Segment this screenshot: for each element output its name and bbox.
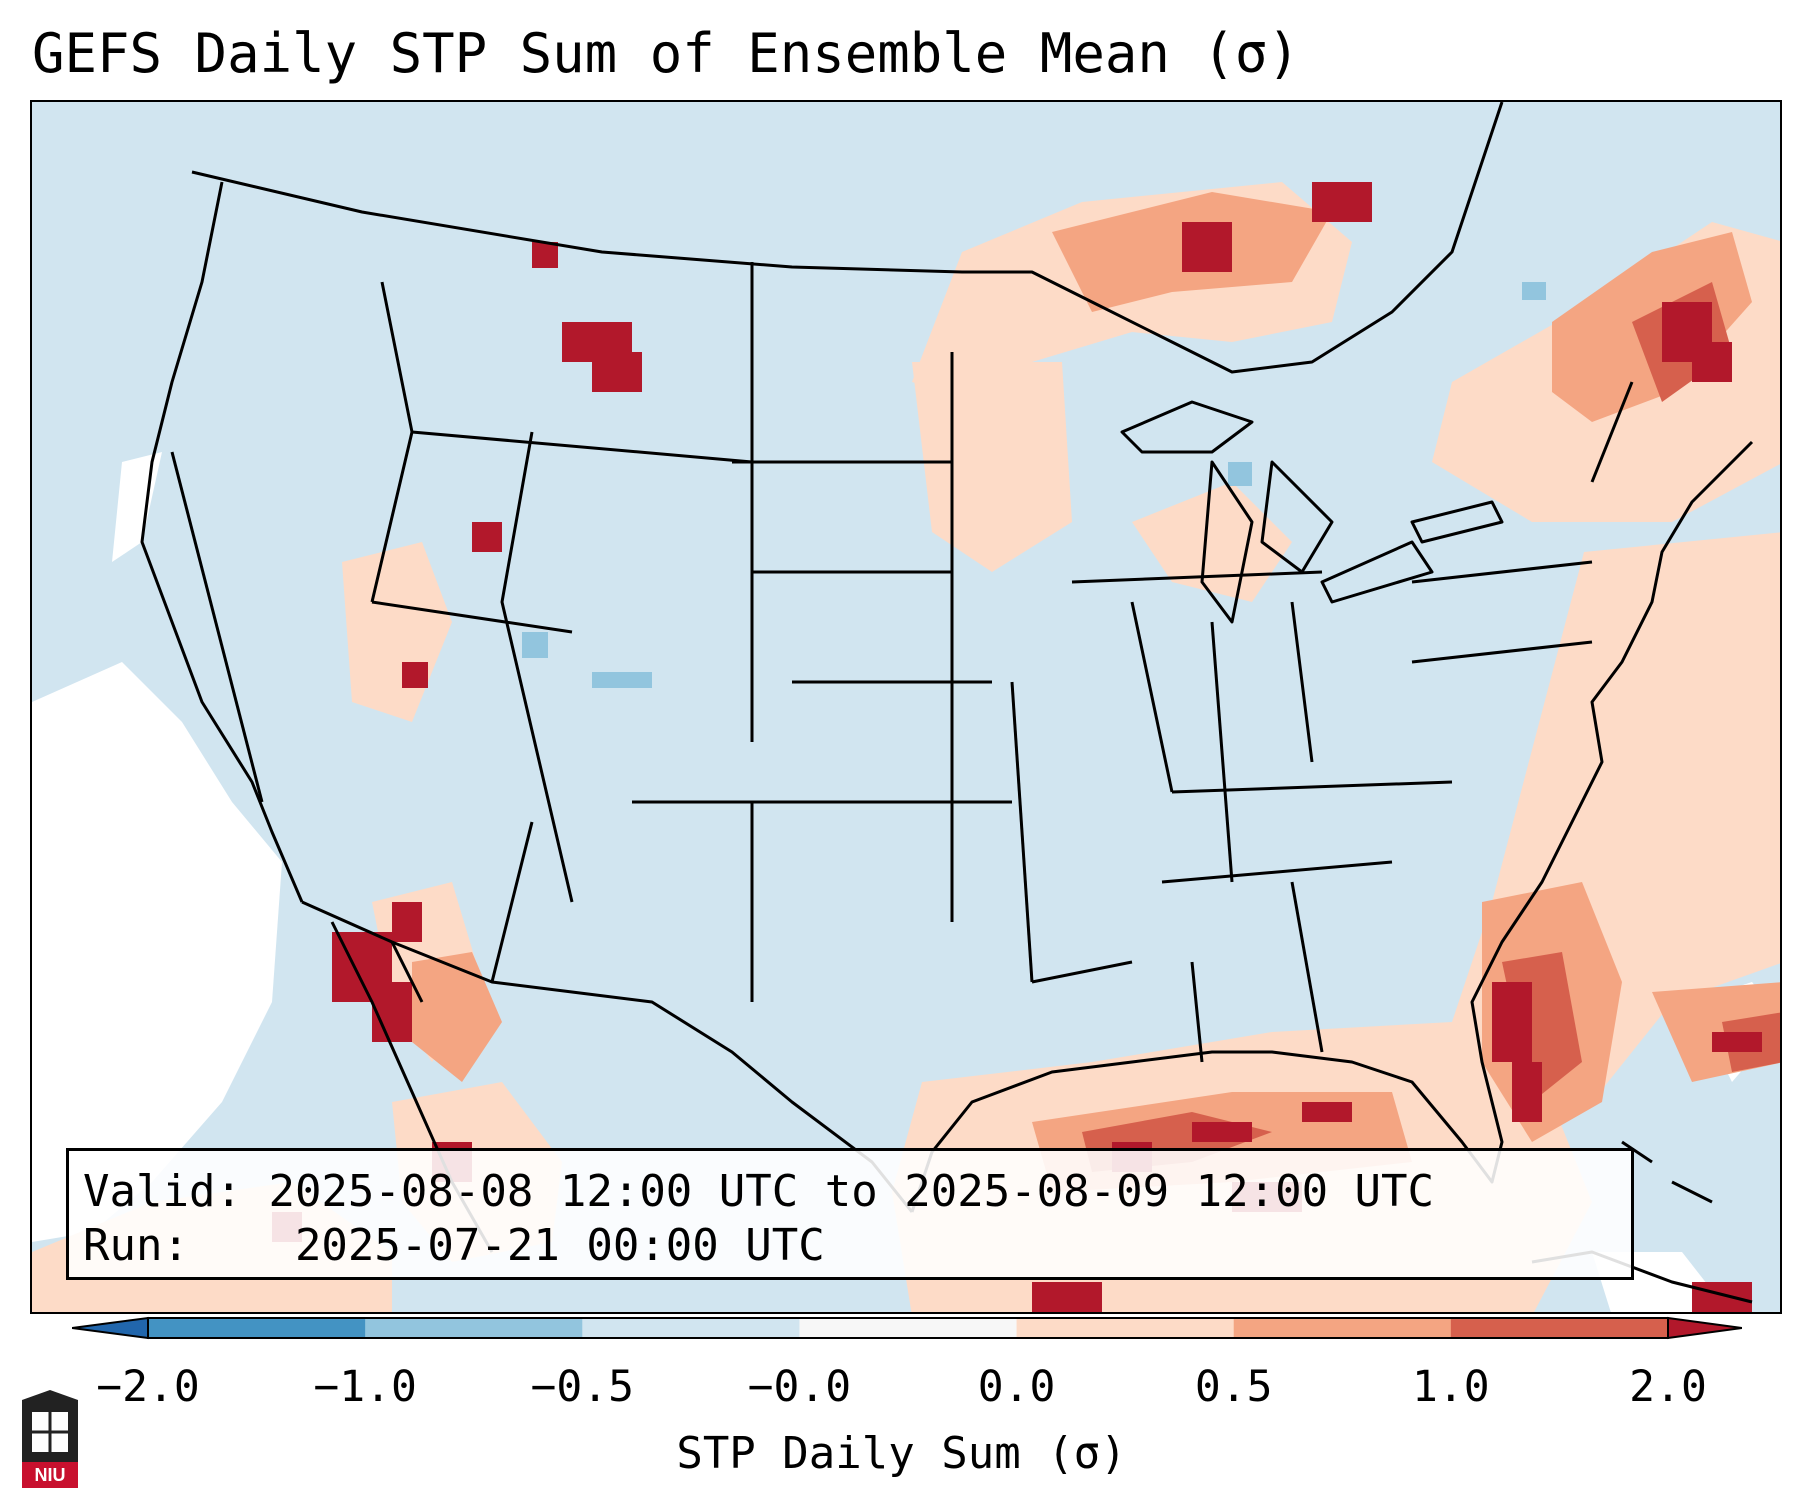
run-value: 2025-07-21 00:00 UTC <box>294 1220 825 1271</box>
colorbar-extend-high <box>1667 1316 1742 1340</box>
colorbar-extend-low <box>72 1316 149 1340</box>
positive-field-light <box>32 182 1780 1312</box>
colorbar-tick-label: 2.0 <box>1629 1362 1707 1412</box>
colorbar-tick-label: 0.5 <box>1194 1362 1273 1412</box>
colorbar-tick-label: 1.0 <box>1412 1362 1490 1412</box>
positive-field-extreme <box>272 182 1762 1312</box>
colorbar-segment <box>1016 1318 1235 1338</box>
logo-text: NIU <box>34 1465 66 1485</box>
colorbar-tick-label: −2.0 <box>96 1362 200 1412</box>
map-panel[interactable] <box>30 100 1782 1314</box>
colorbar-segment <box>1450 1318 1669 1338</box>
valid-line: Valid: 2025-08-08 12:00 UTC to 2025-08-0… <box>83 1165 1631 1219</box>
colorbar-label: STP Daily Sum (σ) <box>676 1428 1127 1479</box>
colorbar <box>72 1316 1742 1340</box>
colorbar-tick-label: −0.0 <box>747 1362 852 1412</box>
colorbar-tick-label: −1.0 <box>313 1362 417 1412</box>
colorbar-tick-label: 0.0 <box>977 1362 1056 1412</box>
colorbar-tick-label: −0.5 <box>530 1362 635 1412</box>
stp-map <box>32 102 1780 1312</box>
negative-field-light <box>522 282 1546 688</box>
colorbar-segment <box>148 1318 366 1338</box>
colorbar-segment <box>799 1318 1018 1338</box>
colorbar-segment <box>1233 1318 1452 1338</box>
niu-logo: NIU <box>20 1390 80 1494</box>
valid-label: Valid: <box>83 1166 242 1217</box>
valid-value: 2025-08-08 12:00 UTC to 2025-08-09 12:00… <box>268 1166 1435 1217</box>
validity-info-box: Valid: 2025-08-08 12:00 UTC to 2025-08-0… <box>66 1148 1634 1280</box>
chart-title: GEFS Daily STP Sum of Ensemble Mean (σ) <box>32 22 1300 85</box>
run-line: Run: 2025-07-21 00:00 UTC <box>83 1219 1631 1273</box>
colorbar-segment <box>582 1318 800 1338</box>
niu-building-icon <box>22 1390 78 1488</box>
colorbar-segment <box>365 1318 583 1338</box>
run-label: Run: <box>83 1220 189 1271</box>
